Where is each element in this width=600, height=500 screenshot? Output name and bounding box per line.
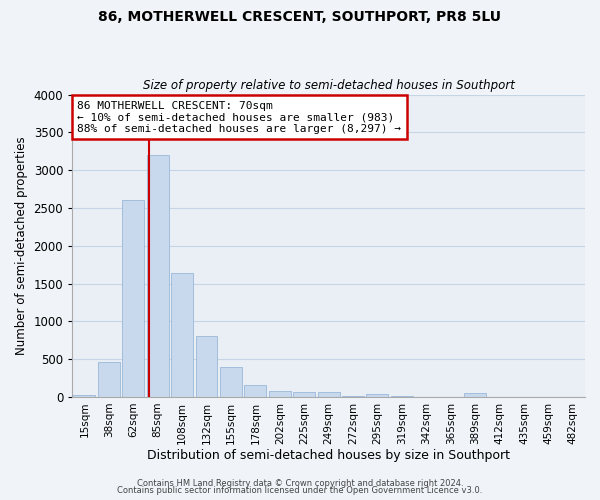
Text: 86, MOTHERWELL CRESCENT, SOUTHPORT, PR8 5LU: 86, MOTHERWELL CRESCENT, SOUTHPORT, PR8 … — [98, 10, 502, 24]
Title: Size of property relative to semi-detached houses in Southport: Size of property relative to semi-detach… — [143, 79, 515, 92]
Bar — [171, 273, 193, 397]
X-axis label: Distribution of semi-detached houses by size in Southport: Distribution of semi-detached houses by … — [147, 450, 510, 462]
Text: Contains public sector information licensed under the Open Government Licence v3: Contains public sector information licen… — [118, 486, 482, 495]
Text: 86 MOTHERWELL CRESCENT: 70sqm
← 10% of semi-detached houses are smaller (983)
88: 86 MOTHERWELL CRESCENT: 70sqm ← 10% of s… — [77, 100, 401, 134]
Y-axis label: Number of semi-detached properties: Number of semi-detached properties — [15, 136, 28, 355]
Bar — [220, 368, 242, 397]
Bar — [73, 396, 95, 397]
Bar — [122, 200, 144, 397]
Bar — [244, 385, 266, 397]
Bar — [342, 396, 364, 397]
Bar — [146, 155, 169, 397]
Bar — [196, 336, 217, 397]
Text: Contains HM Land Registry data © Crown copyright and database right 2024.: Contains HM Land Registry data © Crown c… — [137, 478, 463, 488]
Bar — [464, 393, 486, 397]
Bar — [391, 396, 413, 397]
Bar — [317, 392, 340, 397]
Bar — [98, 362, 120, 397]
Bar — [269, 391, 291, 397]
Bar — [293, 392, 315, 397]
Bar — [367, 394, 388, 397]
